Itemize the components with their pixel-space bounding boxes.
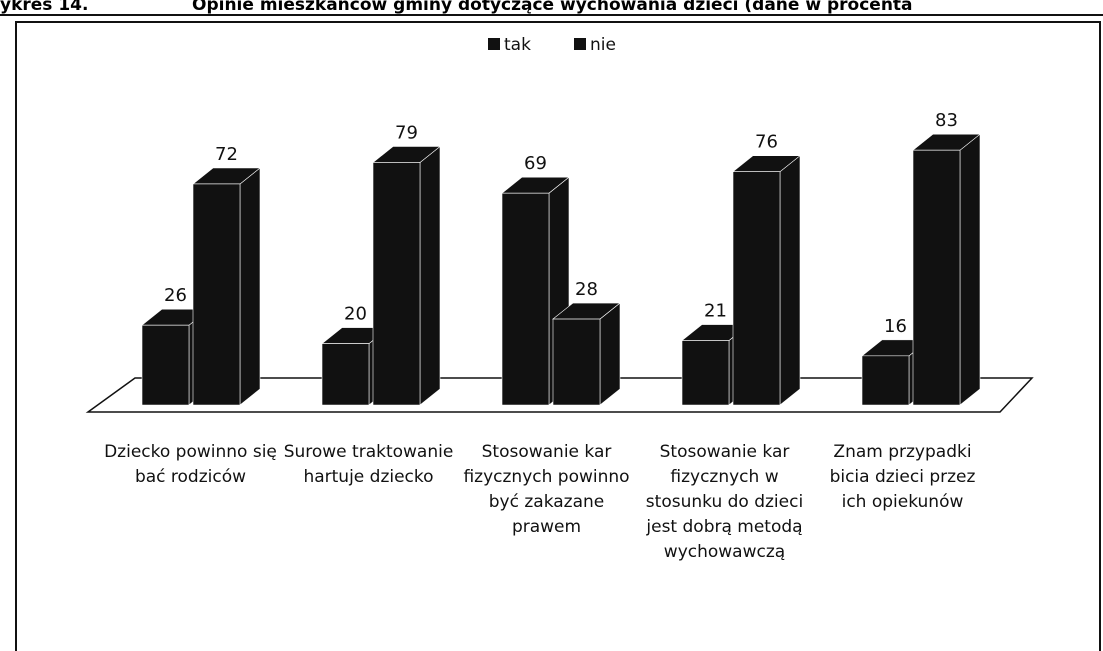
data-label: 83 — [935, 110, 958, 131]
bar — [732, 155, 801, 406]
bar — [192, 167, 261, 406]
figure-label: ykres 14. — [0, 0, 88, 15]
bar-face — [779, 155, 801, 406]
x-tick-label: Stosowanie kar fizycznych powinno być za… — [463, 442, 630, 537]
data-label: 21 — [704, 301, 727, 322]
bar-face — [239, 167, 261, 406]
chart-title: Opinie mieszkańców gminy dotyczące wycho… — [192, 0, 913, 15]
bar-face — [141, 324, 190, 406]
bar — [912, 133, 981, 406]
data-label: 20 — [344, 304, 367, 325]
data-label: 69 — [524, 153, 547, 174]
bar-face — [552, 318, 601, 406]
bar-face — [912, 149, 961, 406]
data-label: 28 — [575, 279, 598, 300]
x-tick-label: Stosowanie kar fizycznych w stosunku do … — [645, 442, 804, 562]
bar — [372, 145, 441, 406]
bar-face — [501, 192, 550, 406]
bar — [501, 176, 570, 406]
bar-face — [372, 162, 421, 406]
data-label: 79 — [395, 122, 418, 143]
bar-face — [732, 171, 781, 406]
bar-face — [861, 355, 910, 406]
bar-face — [321, 343, 370, 406]
legend-swatch — [488, 38, 500, 50]
bar-face — [681, 340, 730, 406]
legend-label: tak — [504, 35, 531, 55]
data-label: 76 — [755, 132, 778, 153]
bar-face — [959, 133, 981, 406]
data-label: 72 — [215, 144, 238, 165]
legend-swatch — [574, 38, 586, 50]
data-label: 16 — [884, 316, 907, 337]
bar-face — [599, 302, 621, 406]
bar-face — [192, 183, 241, 406]
bar — [552, 302, 621, 406]
frame — [15, 21, 1101, 651]
x-tick-label: Znam przypadki bicia dzieci przez ich op… — [829, 442, 976, 512]
data-label: 26 — [164, 285, 187, 306]
x-tick-label: Surowe traktowanie hartuje dziecko — [283, 442, 454, 487]
legend-label: nie — [590, 35, 616, 55]
x-tick-label: Dziecko powinno się bać rodziców — [104, 442, 277, 487]
bar-face — [419, 145, 441, 406]
